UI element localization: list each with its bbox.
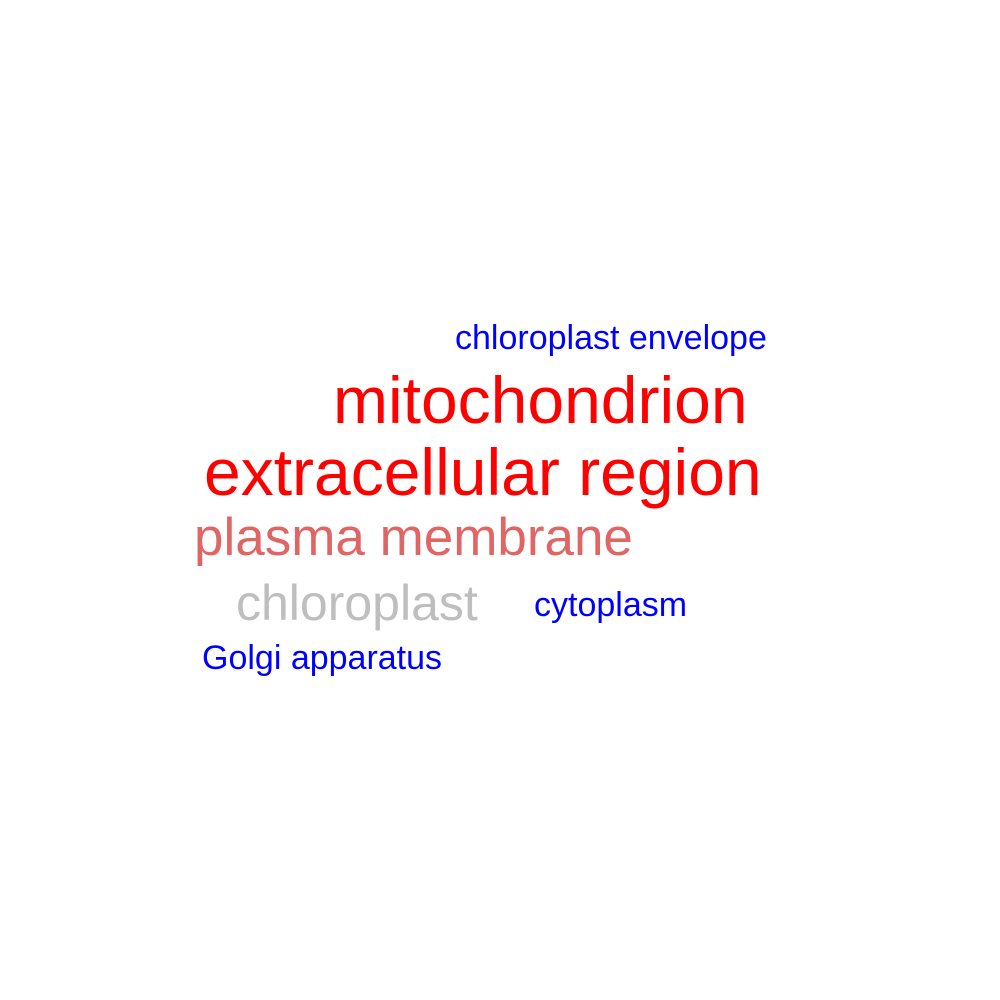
word-chloroplast: chloroplast — [236, 575, 478, 631]
word-plasma-membrane: plasma membrane — [194, 508, 633, 567]
word-golgi-apparatus: Golgi apparatus — [202, 639, 443, 677]
word-chloroplast-envelope: chloroplast envelope — [455, 319, 767, 357]
word-mitochondrion: mitochondrion — [333, 363, 748, 437]
word-cytoplasm: cytoplasm — [534, 586, 688, 624]
word-extracellular-region: extracellular region — [204, 435, 762, 509]
